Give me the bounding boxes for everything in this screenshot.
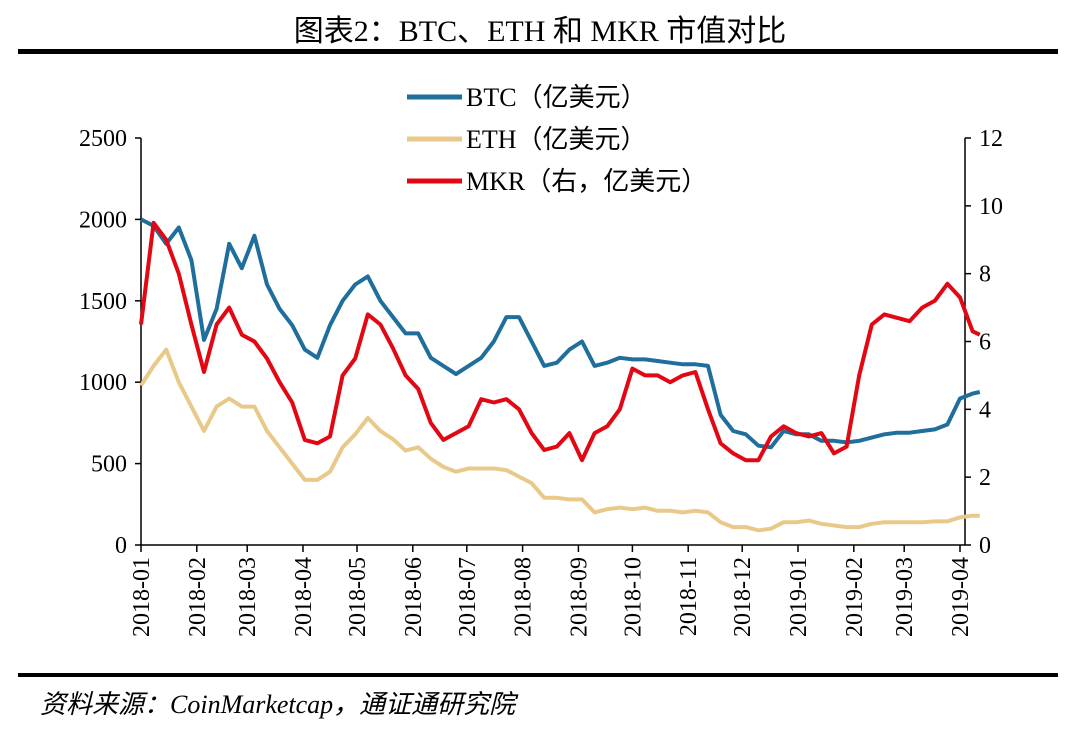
x-axis-tick-label: 2018-11 xyxy=(676,557,702,636)
x-axis-tick-label: 2018-12 xyxy=(730,557,756,637)
chart-title: 图表2：BTC、ETH 和 MKR 市值对比 xyxy=(293,15,787,48)
series-line-mkr xyxy=(139,220,981,463)
x-axis-tick-label: 2019-03 xyxy=(892,557,918,637)
x-axis-tick-label: 2018-06 xyxy=(401,557,427,637)
footer-rule xyxy=(18,673,1058,677)
x-axis-tick-label: 2018-07 xyxy=(455,557,481,637)
left-axis-tick-label: 0 xyxy=(115,533,127,559)
right-axis-tick-label: 10 xyxy=(979,194,1003,220)
title-rule xyxy=(18,49,1058,54)
x-axis-tick-label: 2018-08 xyxy=(511,557,537,637)
legend-label-btc: BTC（亿美元） xyxy=(466,83,647,112)
series-line-btc xyxy=(140,217,981,450)
right-axis-tick-label: 6 xyxy=(979,330,991,356)
x-axis-tick-label: 2019-02 xyxy=(842,557,868,637)
source-note: 资料来源：CoinMarketcap，通证通研究院 xyxy=(40,690,516,719)
x-axis-tick-label: 2018-05 xyxy=(345,557,371,637)
right-axis-tick-label: 0 xyxy=(979,533,991,559)
right-axis-tick-label: 4 xyxy=(979,397,991,423)
left-axis-tick-label: 2000 xyxy=(79,207,127,233)
x-axis-tick-label: 2018-04 xyxy=(291,557,317,637)
right-axis-tick-label: 8 xyxy=(979,262,991,288)
left-axis-tick-label: 1000 xyxy=(79,370,127,396)
x-axis-tick-label: 2018-02 xyxy=(185,557,211,637)
legend-label-mkr: MKR（右，亿美元） xyxy=(466,167,707,196)
x-axis-tick-label: 2018-10 xyxy=(620,557,646,637)
x-axis-tick-label: 2018-03 xyxy=(235,557,261,637)
left-axis-tick-label: 2500 xyxy=(79,126,127,152)
x-axis-tick-label: 2019-04 xyxy=(948,557,974,637)
right-axis-tick-label: 12 xyxy=(979,126,1003,152)
series-line-eth xyxy=(139,347,980,533)
left-axis-tick-label: 1500 xyxy=(79,289,127,315)
x-axis-tick-label: 2018-09 xyxy=(566,557,592,637)
right-axis-tick-label: 2 xyxy=(979,465,991,491)
legend-label-eth: ETH（亿美元） xyxy=(466,125,647,154)
x-axis-tick-label: 2018-01 xyxy=(129,557,155,637)
x-axis-tick-label: 2019-01 xyxy=(786,557,812,637)
left-axis-tick-label: 500 xyxy=(91,452,127,478)
